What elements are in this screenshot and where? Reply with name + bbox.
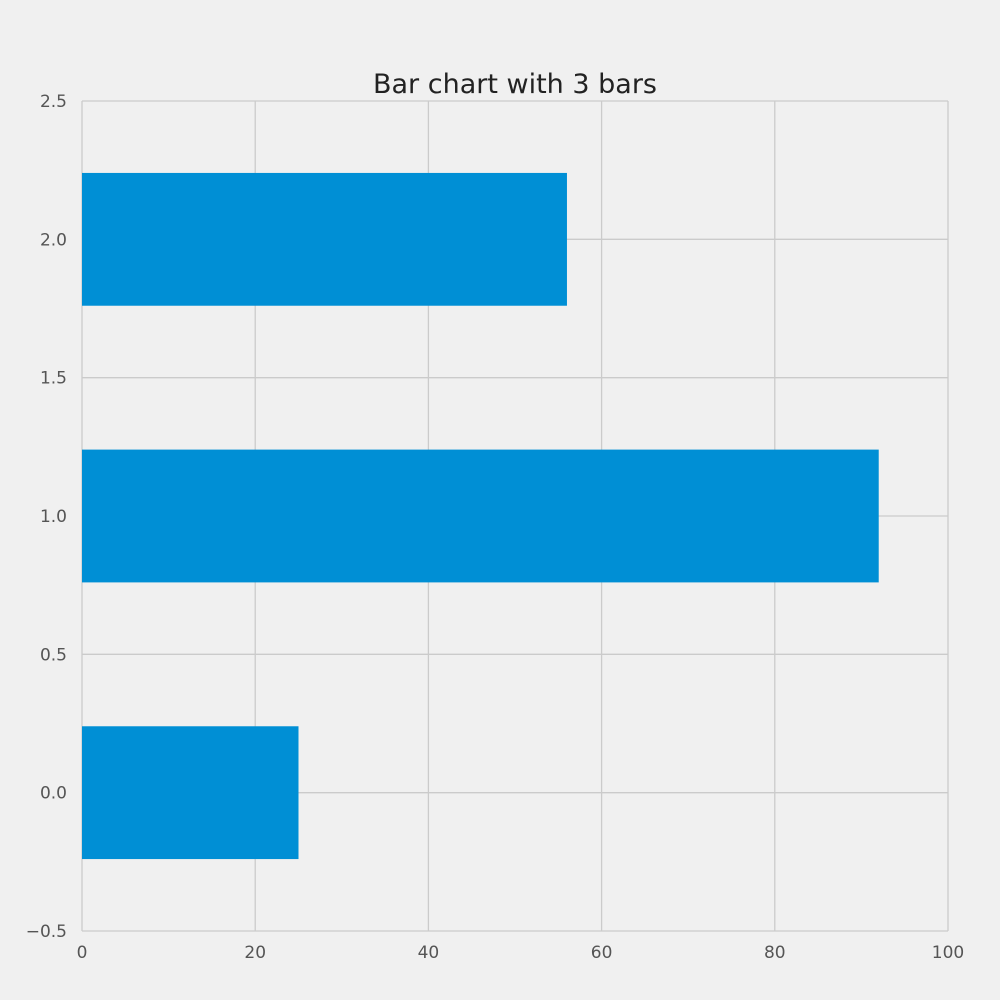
bar-2 — [82, 172, 567, 306]
x-tick-label-4: 80 — [764, 943, 786, 963]
y-tick-label-2: 0.5 — [40, 645, 67, 665]
x-tick-label-0: 0 — [77, 943, 88, 963]
y-tick-label-5: 2.0 — [40, 230, 67, 250]
y-axis-ticks: −0.5 0.0 0.5 1.0 1.5 2.0 2.5 — [26, 92, 67, 942]
x-tick-label-3: 60 — [591, 943, 613, 963]
bar-1 — [82, 449, 879, 583]
y-tick-label-6: 2.5 — [40, 92, 67, 112]
y-tick-label-1: 0.0 — [40, 784, 67, 804]
x-tick-label-5: 100 — [932, 943, 964, 963]
x-axis-ticks: 0 20 40 60 80 100 — [77, 943, 965, 963]
chart-title: Bar chart with 3 bars — [373, 69, 657, 100]
bars — [82, 172, 879, 860]
bar-0 — [82, 726, 299, 860]
x-tick-label-1: 20 — [244, 943, 266, 963]
y-tick-label-0: −0.5 — [26, 922, 67, 942]
y-tick-label-3: 1.0 — [40, 507, 67, 527]
y-tick-label-4: 1.5 — [40, 369, 67, 389]
x-tick-label-2: 40 — [418, 943, 440, 963]
